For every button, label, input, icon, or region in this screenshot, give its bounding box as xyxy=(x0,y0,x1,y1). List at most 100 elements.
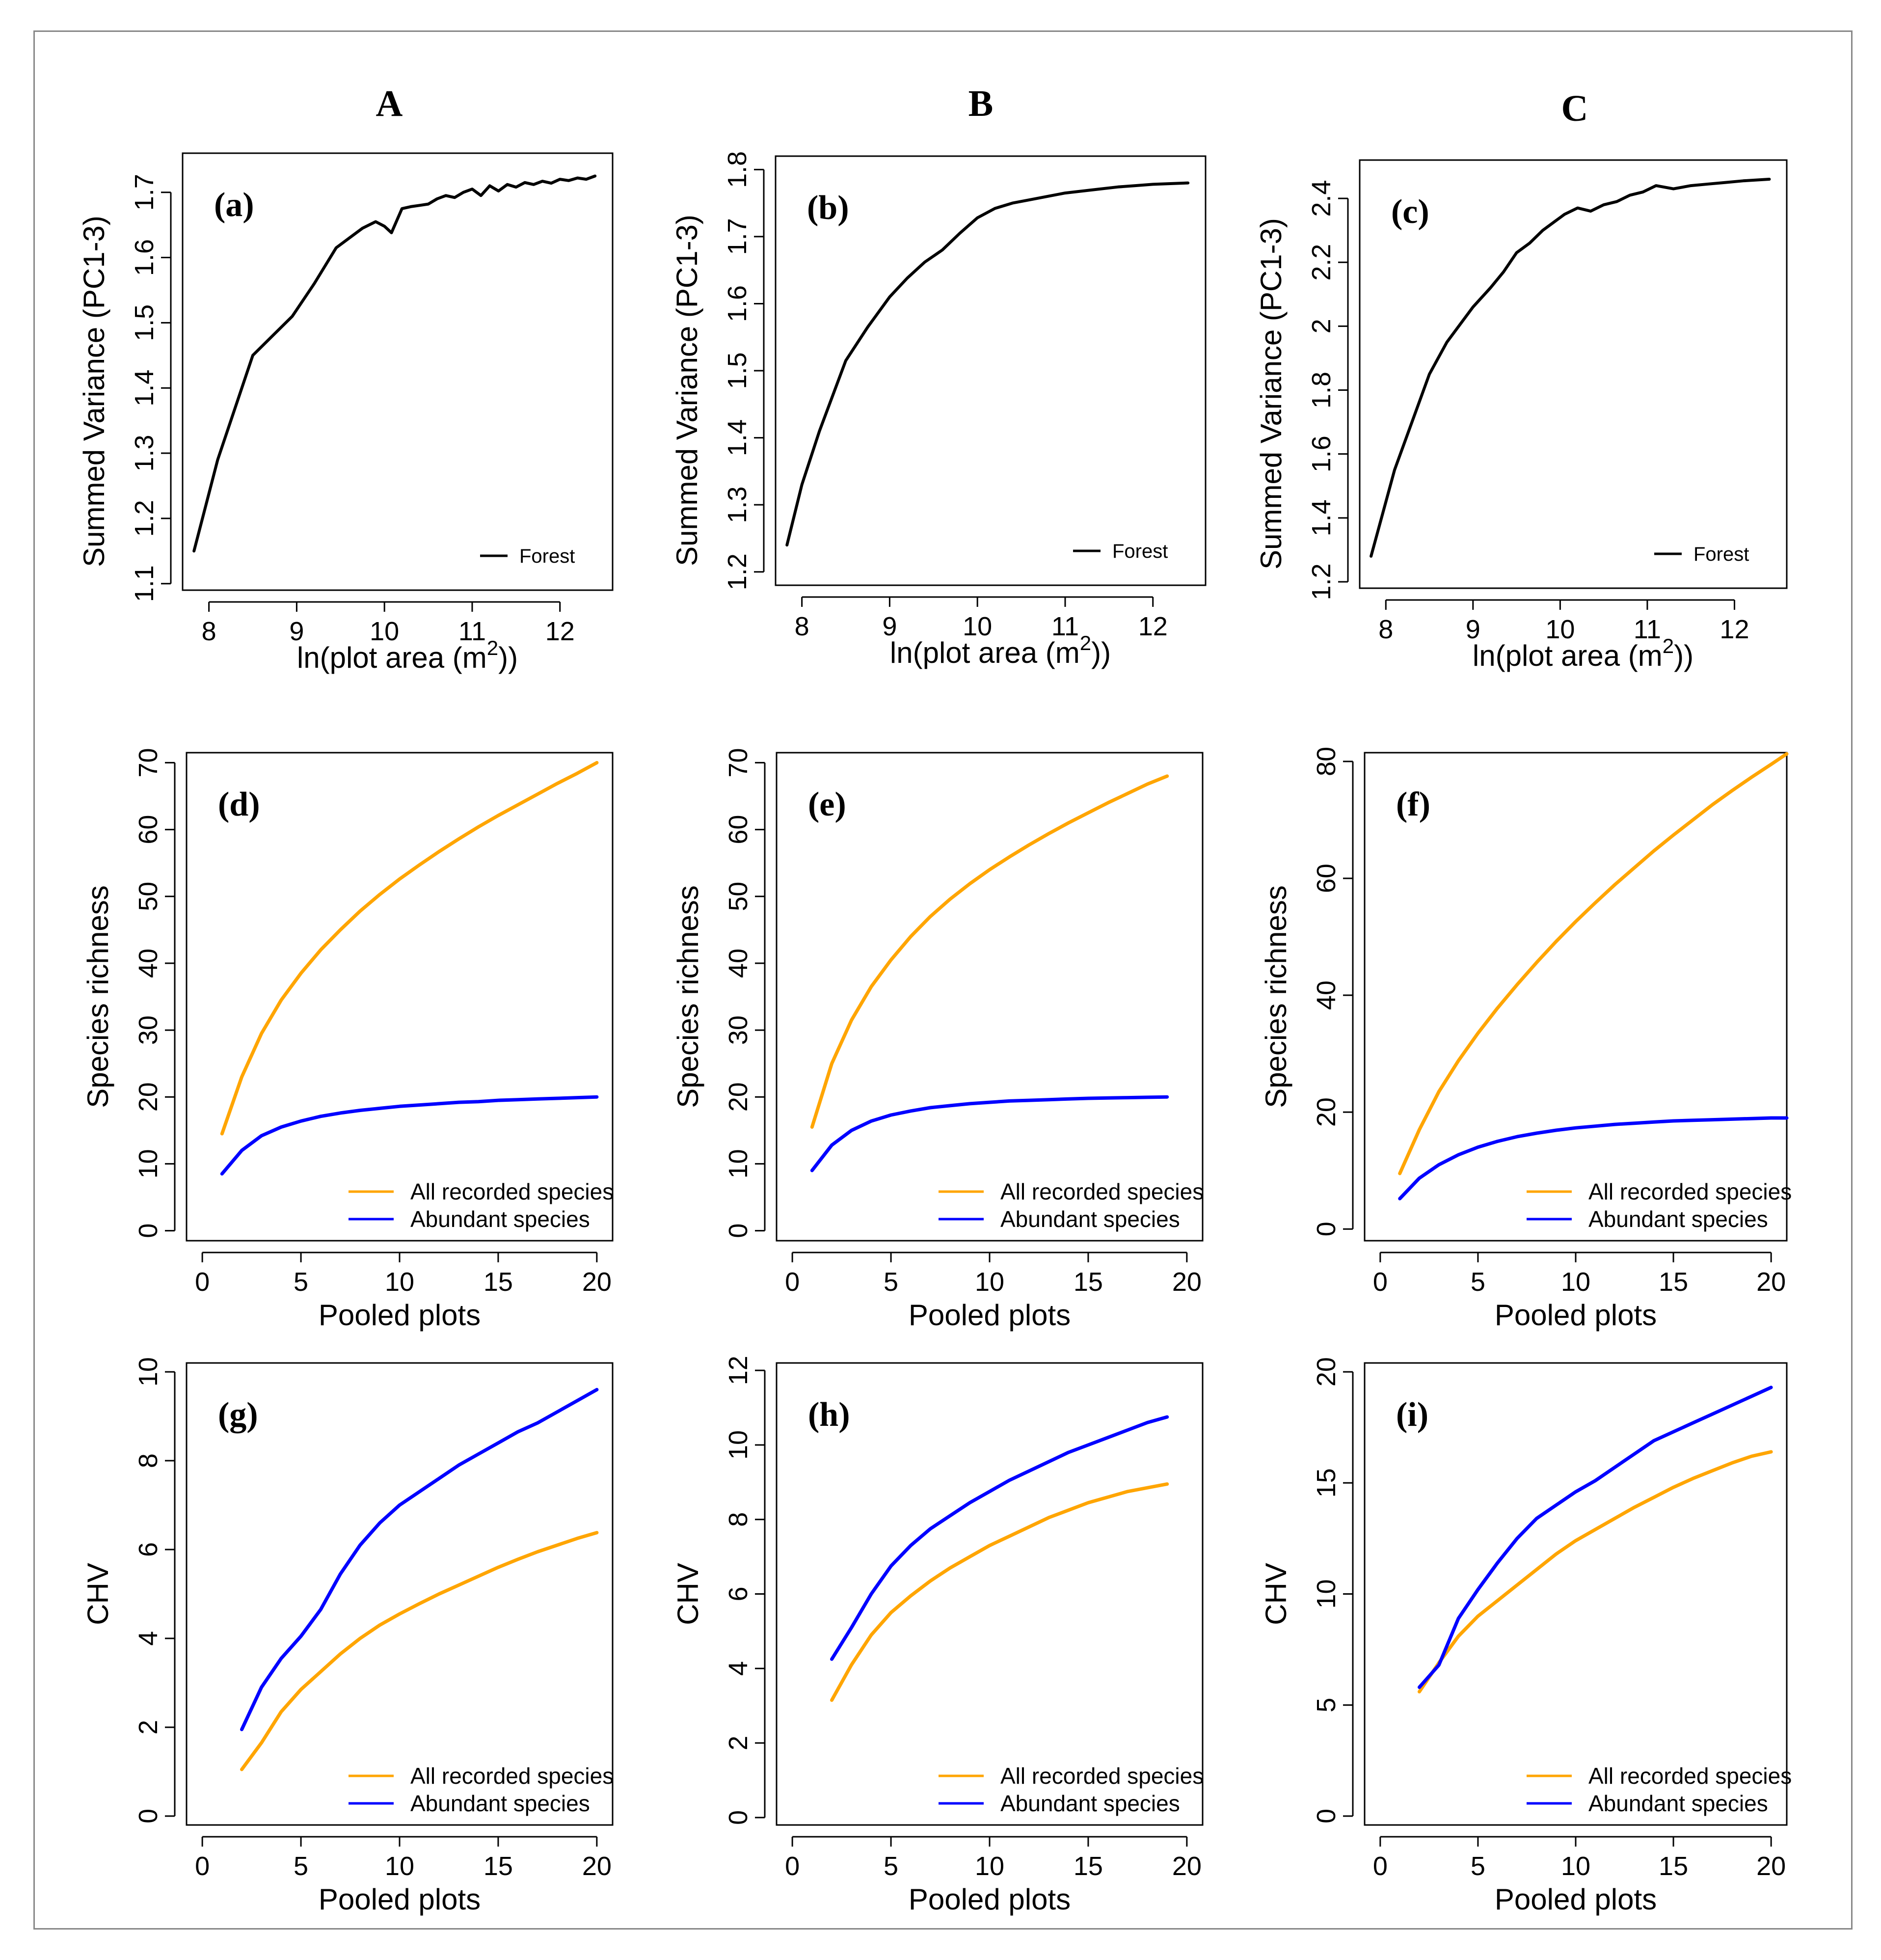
x-tick-label: 8 xyxy=(202,617,216,646)
y-axis-title: Summed Variance (PC1-3) xyxy=(1255,218,1288,570)
y-tick-label: 1.2 xyxy=(723,553,752,590)
y-tick-label: 0 xyxy=(134,1224,163,1238)
plot-frame xyxy=(1364,752,1788,1242)
legend-label-all-recorded-species: All recorded species xyxy=(1588,1763,1792,1789)
y-tick-label: 20 xyxy=(134,1082,163,1112)
y-tick-label: 1.6 xyxy=(723,285,752,322)
x-tick-label: 10 xyxy=(1545,615,1575,644)
legend-label-forest: Forest xyxy=(1112,541,1168,562)
x-tick-label: 5 xyxy=(1471,1267,1485,1297)
x-tick-label: 20 xyxy=(1756,1851,1786,1881)
y-tick-label: 30 xyxy=(134,1015,163,1045)
y-tick-label: 30 xyxy=(724,1015,753,1045)
x-tick-label: 10 xyxy=(1561,1267,1590,1297)
panel-label: (e) xyxy=(808,786,846,823)
y-tick-label: 0 xyxy=(1312,1222,1341,1236)
series-line-abundant-species xyxy=(220,1095,599,1176)
series-line-all-recorded-species xyxy=(1418,1450,1773,1694)
y-tick-label: 10 xyxy=(724,1149,753,1178)
x-tick-label: 11 xyxy=(1634,615,1661,644)
plot-frame xyxy=(775,155,1207,586)
series-line-abundant-species xyxy=(1398,1116,1789,1200)
panel-label: (f) xyxy=(1396,786,1430,823)
y-tick-label: 40 xyxy=(1312,980,1341,1010)
x-tick-label: 20 xyxy=(1172,1851,1202,1881)
y-tick-label: 1.8 xyxy=(1307,372,1336,408)
y-tick-label: 20 xyxy=(1312,1097,1341,1127)
series-line-forest xyxy=(1370,178,1771,558)
y-tick-label: 1.6 xyxy=(130,239,159,276)
x-tick-label: 15 xyxy=(484,1851,513,1881)
y-tick-label: 4 xyxy=(134,1631,163,1646)
series-line-all-recorded-species xyxy=(1398,752,1789,1175)
y-tick-label: 70 xyxy=(724,748,753,777)
plot-frame xyxy=(1364,1362,1788,1826)
x-tick-label: 0 xyxy=(1373,1851,1388,1881)
x-tick-label: 8 xyxy=(1378,615,1393,644)
x-tick-label: 0 xyxy=(195,1267,210,1297)
legend-label-abundant-species: Abundant species xyxy=(1588,1206,1768,1232)
y-tick-label: 1.7 xyxy=(723,218,752,255)
x-tick-label: 10 xyxy=(385,1267,414,1297)
column-label-c: C xyxy=(1561,88,1588,129)
y-tick-label: 8 xyxy=(724,1512,753,1527)
y-tick-label: 5 xyxy=(1312,1698,1341,1713)
x-tick-label: 10 xyxy=(370,617,399,646)
y-tick-label: 20 xyxy=(1312,1357,1341,1387)
y-tick-label: 40 xyxy=(134,949,163,978)
chart-panel-c: 8 9 10 11 12 1.2 1.4 1.6 1.8 2 2.2 2.4 ln(plot area … xyxy=(1255,159,1788,672)
x-tick-label: 15 xyxy=(1074,1267,1103,1297)
x-tick-label: 20 xyxy=(582,1267,612,1297)
y-tick-label: 1.4 xyxy=(1307,499,1336,536)
y-tick-label: 1.5 xyxy=(723,352,752,389)
series-line-abundant-species xyxy=(810,1095,1169,1172)
plot-frame xyxy=(186,1362,614,1826)
chart-panel-e: 0 5 10 15 20 0 10 20 30 40 50 60 70 Pooled plots Speci… xyxy=(672,748,1204,1332)
panel-label: (h) xyxy=(808,1396,850,1434)
legend-label-forest: Forest xyxy=(519,545,575,567)
y-tick-label: 50 xyxy=(134,882,163,911)
y-tick-label: 2 xyxy=(134,1720,163,1735)
series-line-forest xyxy=(192,174,597,553)
y-tick-label: 12 xyxy=(724,1356,753,1385)
plot-frame xyxy=(1359,159,1788,589)
plot-frame xyxy=(182,152,614,591)
chart-panel-h: 0 5 10 15 20 0 2 4 6 8 10 12 Pooled plots CHV (h) All r… xyxy=(672,1356,1204,1916)
legend-label-abundant-species: Abundant species xyxy=(410,1791,590,1816)
chart-panel-a: 8 9 10 11 12 1.1 1.2 1.3 1.4 1.5 1.6 1.7 ln(plot are… xyxy=(78,152,614,674)
x-tick-label: 20 xyxy=(582,1851,612,1881)
y-tick-label: 1.8 xyxy=(723,151,752,188)
series-line-all-recorded-species xyxy=(810,774,1169,1129)
x-axis-title: Pooled plots xyxy=(909,1299,1071,1332)
panel-label: (g) xyxy=(218,1396,258,1434)
y-tick-label: 0 xyxy=(1312,1809,1341,1824)
y-tick-label: 1.4 xyxy=(723,419,752,456)
y-axis-title: CHV xyxy=(672,1563,704,1625)
plot-frame xyxy=(776,752,1204,1242)
y-axis-title: Summed Variance (PC1-3) xyxy=(671,215,703,566)
x-tick-label: 0 xyxy=(195,1851,210,1881)
x-tick-label: 20 xyxy=(1172,1267,1202,1297)
y-tick-label: 70 xyxy=(134,748,163,777)
y-tick-label: 6 xyxy=(724,1586,753,1601)
panel-label: (a) xyxy=(214,186,254,224)
x-tick-label: 12 xyxy=(1720,615,1749,644)
y-axis-title: Species richness xyxy=(672,885,704,1108)
x-tick-label: 10 xyxy=(1561,1851,1590,1881)
y-tick-label: 1.3 xyxy=(723,487,752,523)
x-tick-label: 5 xyxy=(294,1851,308,1881)
series-line-forest xyxy=(785,181,1190,547)
y-tick-label: 0 xyxy=(724,1224,753,1238)
y-axis-title: Species richness xyxy=(81,885,114,1108)
y-tick-label: 20 xyxy=(724,1082,753,1112)
x-tick-label: 9 xyxy=(289,617,304,646)
x-axis-title: Pooled plots xyxy=(319,1883,481,1916)
legend-label-all-recorded-species: All recorded species xyxy=(410,1763,614,1789)
x-tick-label: 0 xyxy=(785,1851,800,1881)
series-line-all-recorded-species xyxy=(220,761,599,1136)
y-tick-label: 1.3 xyxy=(130,435,159,472)
y-tick-label: 40 xyxy=(724,949,753,978)
legend-label-abundant-species: Abundant species xyxy=(1588,1791,1768,1816)
chart-panel-d: 0 5 10 15 20 0 10 20 30 40 50 60 70 Pooled plots Speci… xyxy=(81,748,614,1332)
